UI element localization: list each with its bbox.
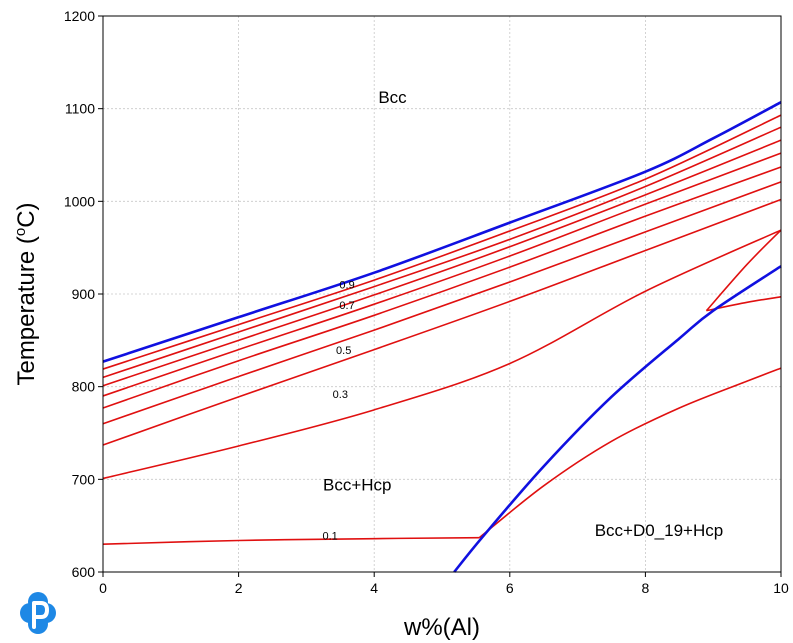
contour-line <box>478 367 782 539</box>
x-axis-title: w%(Al) <box>403 614 480 641</box>
pandat-logo-icon <box>20 592 56 634</box>
x-tick-label: 2 <box>235 580 243 596</box>
contour-line <box>102 198 782 446</box>
ticks: 0 2 4 6 8 10 600 700 800 900 1000 1100 1200 <box>64 8 789 596</box>
y-tick-label: 700 <box>72 471 96 487</box>
series-layer <box>102 101 782 573</box>
y-axis-title: Temperature (oC) <box>12 202 40 385</box>
grid <box>103 16 781 572</box>
contour-line <box>102 152 782 397</box>
y-tick-label: 800 <box>72 379 96 395</box>
y-tick-label: 1000 <box>64 193 95 209</box>
contour-line <box>705 229 782 312</box>
region-label: Bcc <box>378 88 407 107</box>
y-tick-label: 1100 <box>65 101 95 117</box>
phase-boundary-line <box>102 101 782 363</box>
phase-boundary-line <box>453 265 782 573</box>
x-tick-label: 8 <box>642 580 650 596</box>
contour-line <box>102 181 782 425</box>
contour-line <box>102 229 782 480</box>
region-labels: Bcc Bcc+Hcp Bcc+D0_19+Hcp <box>323 88 723 540</box>
y-axis-title-suffix: C) <box>13 202 40 227</box>
region-label: Bcc+Hcp <box>323 475 392 494</box>
contour-label: 0.5 <box>336 345 351 357</box>
contour-line <box>102 536 480 545</box>
region-label: Bcc+D0_19+Hcp <box>595 521 724 540</box>
contour-label: 0.9 <box>339 279 354 291</box>
y-axis-title-prefix: Temperature ( <box>13 236 40 385</box>
y-axis-title-superscript: o <box>12 228 29 236</box>
x-tick-label: 4 <box>370 580 378 596</box>
x-tick-label: 0 <box>99 580 107 596</box>
x-tick-label: 6 <box>506 580 514 596</box>
contour-line <box>102 139 782 387</box>
y-tick-label: 600 <box>72 564 96 580</box>
contour-label: 0.7 <box>339 300 354 312</box>
contour-line <box>102 126 782 379</box>
contour-label: 0.3 <box>333 389 348 401</box>
contour-label: 0.1 <box>322 531 337 543</box>
contour-line <box>102 166 782 409</box>
contour-line <box>102 114 782 370</box>
y-tick-label: 1200 <box>64 8 95 24</box>
contour-labels: 0.9 0.7 0.5 0.3 0.1 <box>322 279 354 542</box>
x-tick-label: 10 <box>773 580 789 596</box>
y-tick-label: 900 <box>72 286 96 302</box>
